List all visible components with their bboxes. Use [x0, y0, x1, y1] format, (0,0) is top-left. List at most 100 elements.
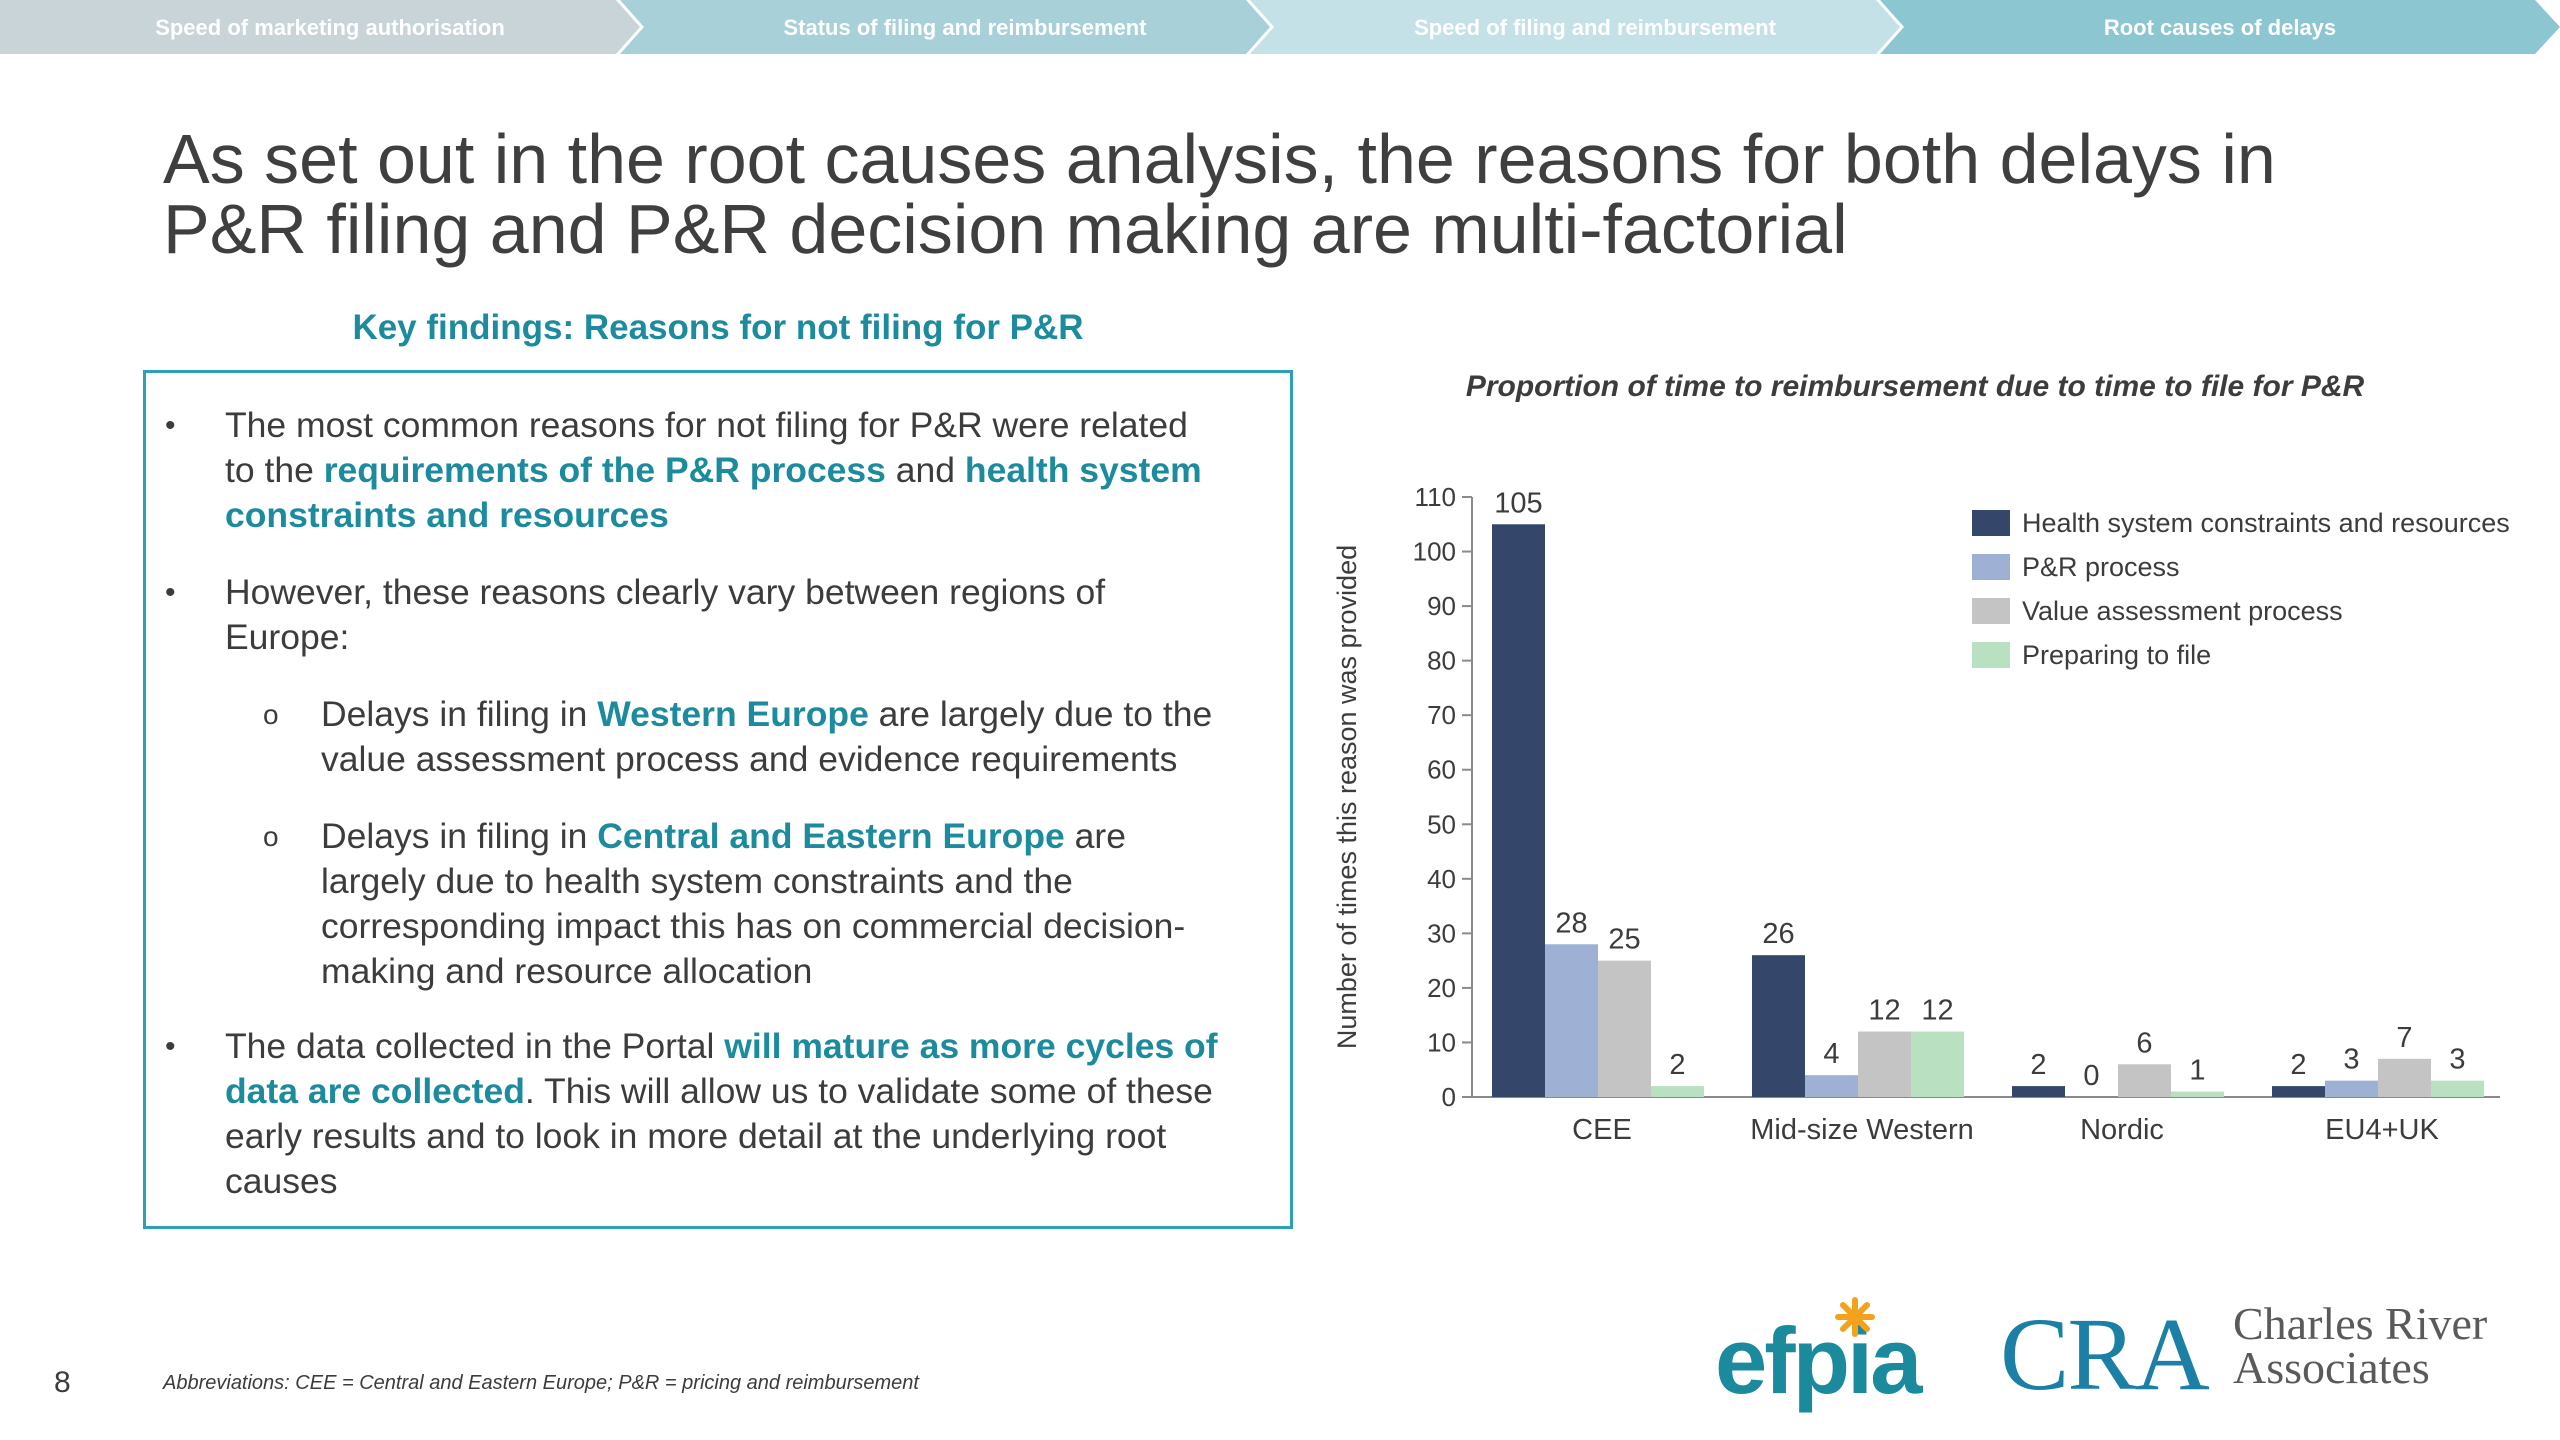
y-tick-label: 70	[1427, 700, 1456, 730]
bar	[1752, 955, 1805, 1097]
finding-2-line-1: However, these reasons clearly vary betw…	[225, 572, 1106, 612]
bar	[1651, 1086, 1704, 1097]
finding-2-line-2: Europe:	[225, 617, 350, 657]
legend-swatch	[1972, 598, 2010, 624]
nav-step-speed-filing[interactable]: Speed of filing and reimbursement	[1414, 15, 1776, 40]
bar-value-label: 25	[1608, 924, 1640, 956]
highlight-health-system: health system	[964, 450, 1202, 490]
efpia-logo-text: efpia	[1715, 1308, 1922, 1413]
bar	[2272, 1086, 2325, 1097]
bar-value-label: 2	[1669, 1049, 1685, 1081]
sub-2-line-2: largely due to health system constraints…	[321, 861, 1073, 901]
finding-1-line-1: The most common reasons for not filing f…	[225, 405, 1188, 445]
key-findings-box: • The most common reasons for not filing…	[143, 370, 1293, 1229]
bar-value-label: 2	[2290, 1049, 2306, 1081]
bar-value-label: 105	[1494, 487, 1542, 519]
y-tick-label: 10	[1427, 1027, 1456, 1057]
sub-1-line-1: Delays in filing in Western Europe are l…	[321, 694, 1213, 734]
nav-step-root-causes[interactable]: Root causes of delays	[2103, 15, 2337, 40]
bar	[2325, 1080, 2378, 1097]
y-axis-title: Number of times this reason was provided	[1332, 545, 1362, 1049]
bar	[2431, 1080, 2484, 1097]
cra-name-line-1: Charles River	[2233, 1298, 2488, 1349]
bar-value-label: 1	[2189, 1055, 2205, 1087]
bar-value-label: 12	[1921, 995, 1953, 1027]
y-tick-label: 0	[1442, 1082, 1456, 1112]
bar	[1911, 1031, 1964, 1097]
cra-logo: CRA Charles River Associates	[2000, 1297, 2487, 1412]
finding-3-line-2: data are collected. This will allow us t…	[225, 1071, 1213, 1111]
x-category-label: EU4+UK	[2325, 1114, 2439, 1146]
legend-label: P&R process	[2022, 552, 2180, 582]
y-tick-label: 100	[1413, 537, 1456, 567]
legend-label: Health system constraints and resources	[2022, 508, 2510, 538]
sub-bullet-mark: o	[263, 699, 279, 730]
page-number: 8	[54, 1366, 71, 1399]
highlight-western-europe: Western Europe	[597, 694, 869, 734]
bar	[1805, 1075, 1858, 1097]
page-title-line-1: As set out in the root causes analysis, …	[163, 120, 2276, 198]
nav-chevron-shape	[1880, 0, 2560, 54]
y-tick-label: 90	[1427, 591, 1456, 621]
y-tick-label: 60	[1427, 755, 1456, 785]
legend-label: Value assessment process	[2022, 596, 2343, 626]
bar-value-label: 12	[1868, 995, 1900, 1027]
finding-1-line-3: constraints and resources	[225, 495, 669, 535]
bar	[1598, 960, 1651, 1097]
bar-value-label: 7	[2396, 1022, 2412, 1054]
y-tick-label: 110	[1415, 482, 1456, 512]
finding-3-line-4: causes	[225, 1161, 338, 1201]
finding-sub-bullet-1: o Delays in filing in Western Europe are…	[263, 692, 1213, 782]
nav-step-marketing-authorisation[interactable]: Speed of marketing authorisation	[155, 15, 505, 40]
sub-1-line-2: value assessment process and evidence re…	[321, 739, 1178, 779]
efpia-logo: efpia	[1715, 1295, 1935, 1415]
bar	[2171, 1091, 2224, 1097]
sub-bullet-mark: o	[263, 821, 279, 852]
cra-name-line-2: Associates	[2233, 1342, 2430, 1393]
efpia-star-icon	[1835, 1297, 1875, 1337]
legend-swatch	[1972, 642, 2010, 668]
y-tick-label: 80	[1427, 646, 1456, 676]
abbreviations-note: Abbreviations: CEE = Central and Eastern…	[163, 1372, 919, 1394]
x-category-label: Mid-size Western	[1750, 1114, 1973, 1146]
bar-value-label: 28	[1555, 907, 1587, 939]
y-tick-label: 50	[1427, 809, 1456, 839]
y-tick-label: 40	[1427, 864, 1456, 894]
bullet-mark: •	[165, 576, 176, 609]
legend-swatch	[1972, 554, 2010, 580]
bar-value-label: 6	[2136, 1027, 2152, 1059]
bar-value-label: 4	[1823, 1038, 1839, 1070]
cra-logo-name: Charles River Associates	[2233, 1298, 2488, 1393]
chart-title: Proportion of time to reimbursement due …	[1465, 370, 2365, 403]
finding-bullet-2: • However, these reasons clearly vary be…	[165, 570, 1106, 660]
bar-value-label: 0	[2083, 1060, 2099, 1092]
bar-value-label: 3	[2449, 1044, 2465, 1076]
legend-label: Preparing to file	[2022, 640, 2212, 670]
highlight-pr-process: requirements of the P&R process	[323, 450, 886, 490]
nav-chevron-shape	[620, 0, 1270, 54]
nav-chevron-shape	[0, 0, 640, 54]
key-findings-heading: Key findings: Reasons for not filing for…	[352, 308, 1084, 347]
progress-navigation: Speed of marketing authorisation Status …	[0, 0, 2560, 54]
page-title: As set out in the root causes analysis, …	[163, 124, 2463, 264]
x-category-label: Nordic	[2080, 1114, 2164, 1146]
bar	[2118, 1064, 2171, 1097]
bullet-mark: •	[165, 1030, 176, 1063]
bar	[1858, 1031, 1911, 1097]
sub-2-line-4: making and resource allocation	[321, 951, 813, 991]
finding-3-line-3: early results and to look in more detail…	[225, 1116, 1167, 1156]
sub-2-line-1: Delays in filing in Central and Eastern …	[321, 816, 1126, 856]
nav-step-status-filing[interactable]: Status of filing and reimbursement	[783, 15, 1147, 40]
finding-3-line-1: The data collected in the Portal will ma…	[225, 1026, 1218, 1066]
bar	[2378, 1058, 2431, 1097]
bar-value-label: 3	[2343, 1044, 2359, 1076]
bar	[1492, 524, 1545, 1097]
bar-value-label: 2	[2030, 1049, 2046, 1081]
bar	[2012, 1086, 2065, 1097]
bar-value-label: 26	[1762, 918, 1794, 950]
bullet-mark: •	[165, 409, 176, 442]
cra-logo-letters: CRA	[2000, 1297, 2210, 1412]
page-title-line-2: P&R filing and P&R decision making are m…	[163, 190, 1848, 268]
highlight-mature: will mature as more cycles of	[724, 1026, 1218, 1066]
